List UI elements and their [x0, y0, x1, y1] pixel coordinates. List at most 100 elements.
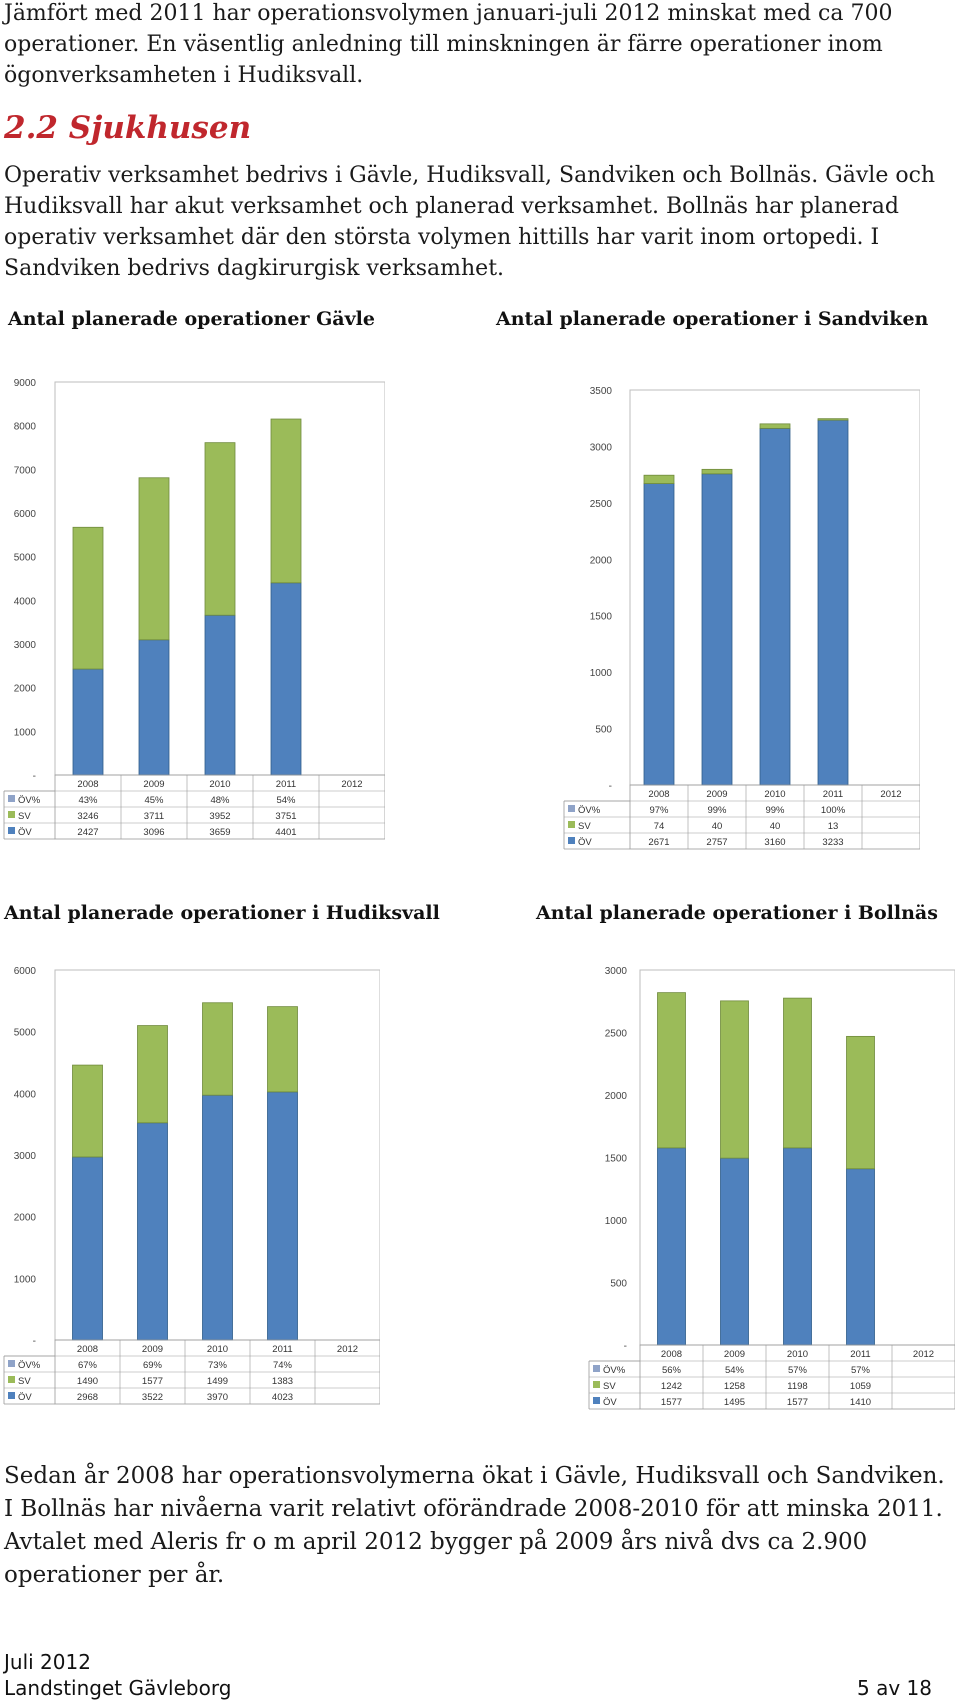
table-year-label: 2010 — [764, 789, 785, 800]
y-tick-label: 1000 — [14, 727, 37, 738]
intro-paragraph: Jämfört med 2011 har operationsvolymen j… — [4, 1, 893, 88]
table-cell: 4023 — [272, 1392, 293, 1403]
table-year-label: 2012 — [337, 1344, 358, 1355]
bar-ov-2008 — [643, 483, 675, 786]
table-cell: 54% — [276, 795, 296, 806]
legend-swatch — [8, 1360, 15, 1367]
y-tick-label: 2000 — [605, 1091, 628, 1102]
table-cell: 3659 — [209, 827, 230, 838]
table-cell: 3970 — [207, 1392, 228, 1403]
table-cell: 73% — [208, 1360, 228, 1371]
table-year-label: 2011 — [823, 789, 843, 800]
y-tick-label: 3000 — [14, 640, 37, 651]
y-tick-label: 3000 — [605, 966, 628, 977]
bar-ov-2011 — [270, 582, 302, 776]
table-cell: 54% — [725, 1365, 745, 1376]
table-cell: 4401 — [275, 827, 296, 838]
bar-ov-2008 — [657, 1147, 686, 1346]
table-cell: 57% — [788, 1365, 808, 1376]
footer-page-number: 5 av 18 — [857, 1676, 932, 1700]
y-tick-label: 4000 — [14, 1089, 37, 1100]
table-row-label: ÖV — [18, 827, 32, 838]
table-cell: 3246 — [77, 811, 98, 822]
table-year-label: 2009 — [142, 1344, 163, 1355]
y-tick-label: 6000 — [14, 966, 37, 977]
table-year-label: 2012 — [880, 789, 901, 800]
chart-svg-2: 6000 5000 4000 3000 2000 1000 - 2008 2009 2010 201… — [3, 966, 380, 1405]
table-cell: 1383 — [272, 1376, 293, 1387]
bar-ov-2010 — [759, 427, 791, 786]
table-cell: 2968 — [77, 1392, 98, 1403]
bar-sv-2008 — [72, 526, 104, 670]
table-row-label: ÖV — [18, 1392, 32, 1403]
legend-swatch — [568, 837, 575, 844]
legend-swatch — [8, 795, 15, 802]
table-cell: 1495 — [724, 1397, 745, 1408]
y-tick-label: 5000 — [14, 1028, 37, 1039]
y-tick-label: - — [609, 781, 612, 792]
bar-ov-2011 — [267, 1091, 298, 1341]
table-year-label: 2009 — [724, 1349, 745, 1360]
bar-ov-2011 — [846, 1168, 875, 1346]
y-tick-label: 1000 — [605, 1216, 628, 1227]
table-row-label: SV — [18, 811, 31, 822]
bar-sv-2010 — [759, 423, 791, 429]
table-cell: 2427 — [77, 827, 98, 838]
legend-swatch — [593, 1381, 600, 1388]
y-tick-label: 6000 — [14, 509, 37, 520]
table-cell: 45% — [144, 795, 164, 806]
bar-ov-2008 — [72, 668, 104, 776]
table-cell: 74 — [654, 821, 665, 832]
table-row-label: ÖV — [578, 837, 592, 848]
table-cell: 40 — [770, 821, 781, 832]
y-tick-label: 1000 — [590, 668, 613, 679]
legend-swatch — [8, 811, 15, 818]
y-tick-label: 3000 — [14, 1151, 37, 1162]
bar-sv-2011 — [267, 1006, 298, 1093]
bar-ov-2010 — [204, 614, 236, 776]
table-year-label: 2011 — [850, 1349, 870, 1360]
y-tick-label: - — [624, 1341, 627, 1352]
chart-title-sandviken: Antal planerade operationer i Sandviken — [496, 308, 929, 330]
table-cell: 1242 — [661, 1381, 682, 1392]
table-cell: 74% — [273, 1360, 293, 1371]
table-year-label: 2009 — [143, 779, 164, 790]
table-year-label: 2012 — [913, 1349, 934, 1360]
section-heading: 2.2 Sjukhusen — [4, 110, 252, 146]
y-tick-label: 7000 — [14, 465, 37, 476]
table-cell: 1490 — [77, 1376, 98, 1387]
chart-bollnas: 3000 2500 2000 1500 1000 500 - 2008 2009 2010 2011… — [585, 955, 955, 1445]
table-row-label: SV — [578, 821, 591, 832]
bar-sv-2010 — [202, 1002, 233, 1096]
table-cell: 1410 — [850, 1397, 871, 1408]
table-cell: 43% — [78, 795, 98, 806]
table-cell: 3711 — [144, 811, 164, 822]
y-tick-label: 5000 — [14, 553, 37, 564]
table-year-label: 2011 — [276, 779, 296, 790]
table-row-label: ÖV — [603, 1397, 617, 1408]
bar-sv-2011 — [270, 418, 302, 584]
chart-title-bollnas: Antal planerade operationer i Bollnäs — [536, 902, 938, 924]
y-tick-label: 9000 — [14, 378, 37, 389]
bar-sv-2008 — [657, 992, 686, 1149]
table-year-label: 2011 — [272, 1344, 292, 1355]
table-cell: 56% — [662, 1365, 682, 1376]
summary-paragraph: Sedan år 2008 har operationsvolymerna ök… — [4, 1463, 945, 1588]
table-cell: 99% — [707, 805, 727, 816]
legend-swatch — [8, 827, 15, 834]
bar-ov-2010 — [202, 1094, 233, 1341]
hospitals-paragraph: Operativ verksamhet bedrivs i Gävle, Hud… — [4, 163, 936, 281]
table-row-label: ÖV% — [578, 805, 601, 816]
legend-swatch — [8, 1376, 15, 1383]
y-tick-label: 2000 — [14, 684, 37, 695]
chart-title-hudiksvall: Antal planerade operationer i Hudiksvall — [4, 902, 440, 924]
table-cell: 3952 — [209, 811, 230, 822]
table-cell: 1577 — [787, 1397, 808, 1408]
bar-ov-2009 — [138, 639, 170, 776]
y-tick-label: 1500 — [590, 612, 613, 623]
table-year-label: 2010 — [209, 779, 230, 790]
table-cell: 2671 — [648, 837, 669, 848]
table-row-label: ÖV% — [18, 1360, 41, 1371]
y-tick-label: 1000 — [14, 1274, 37, 1285]
table-cell: 40 — [712, 821, 723, 832]
